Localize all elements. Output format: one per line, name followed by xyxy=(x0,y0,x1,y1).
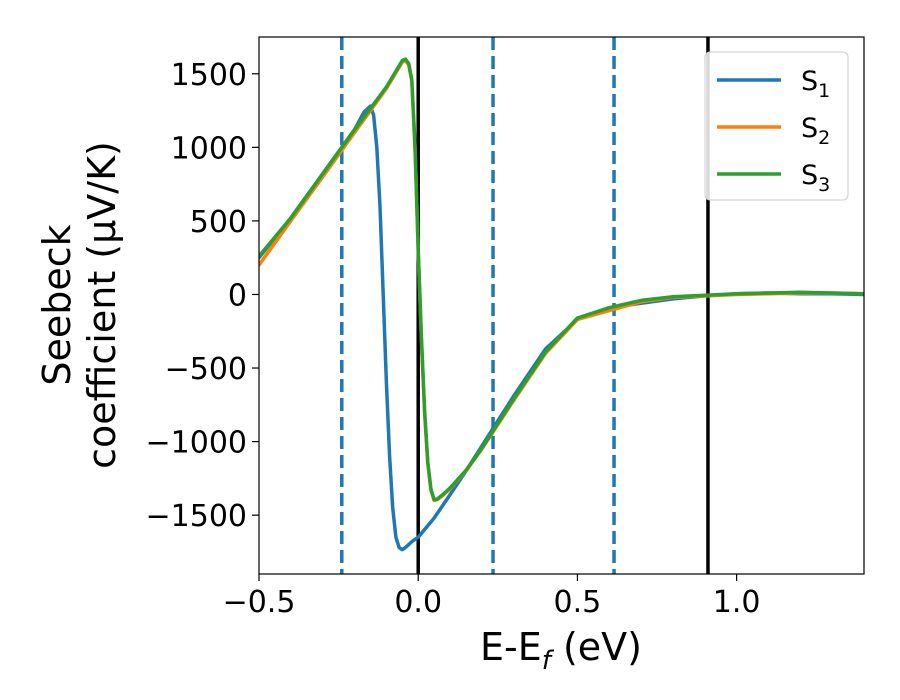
y-tick-label: 1000 xyxy=(171,131,247,166)
y-axis-title-line2: coefficient (μV/K) xyxy=(80,141,124,469)
y-axis-title-line1: Seebeck xyxy=(35,224,79,385)
x-tick-label: 0.0 xyxy=(394,585,442,620)
y-tick-label: −500 xyxy=(165,352,247,387)
x-tick-label: 1.0 xyxy=(713,585,761,620)
y-axis: −1500 −1000 −500 0 500 1000 1500 xyxy=(146,58,259,534)
reference-lines xyxy=(340,37,710,574)
y-tick-label: 1500 xyxy=(171,58,247,93)
legend-label-s3: S3 xyxy=(801,160,830,196)
y-tick-label: 0 xyxy=(228,278,247,313)
y-tick-label: −1500 xyxy=(146,499,247,534)
series-line-s3 xyxy=(259,57,864,502)
plot-frame xyxy=(258,36,865,575)
x-axis-title: E-Ef (eV) xyxy=(480,625,642,676)
legend-label-s1: S1 xyxy=(801,66,830,102)
legend-label-s2: S2 xyxy=(801,113,830,149)
x-axis: −0.5 0.0 0.5 1.0 xyxy=(223,574,761,620)
y-axis-title: Seebeck coefficient (μV/K) xyxy=(35,141,124,469)
x-tick-label: −0.5 xyxy=(223,585,296,620)
x-tick-label: 0.5 xyxy=(554,585,602,620)
series-group xyxy=(259,57,864,552)
y-tick-label: 500 xyxy=(190,205,247,240)
legend: S1 S2 S3 xyxy=(704,51,849,201)
y-tick-label: −1000 xyxy=(146,426,247,461)
